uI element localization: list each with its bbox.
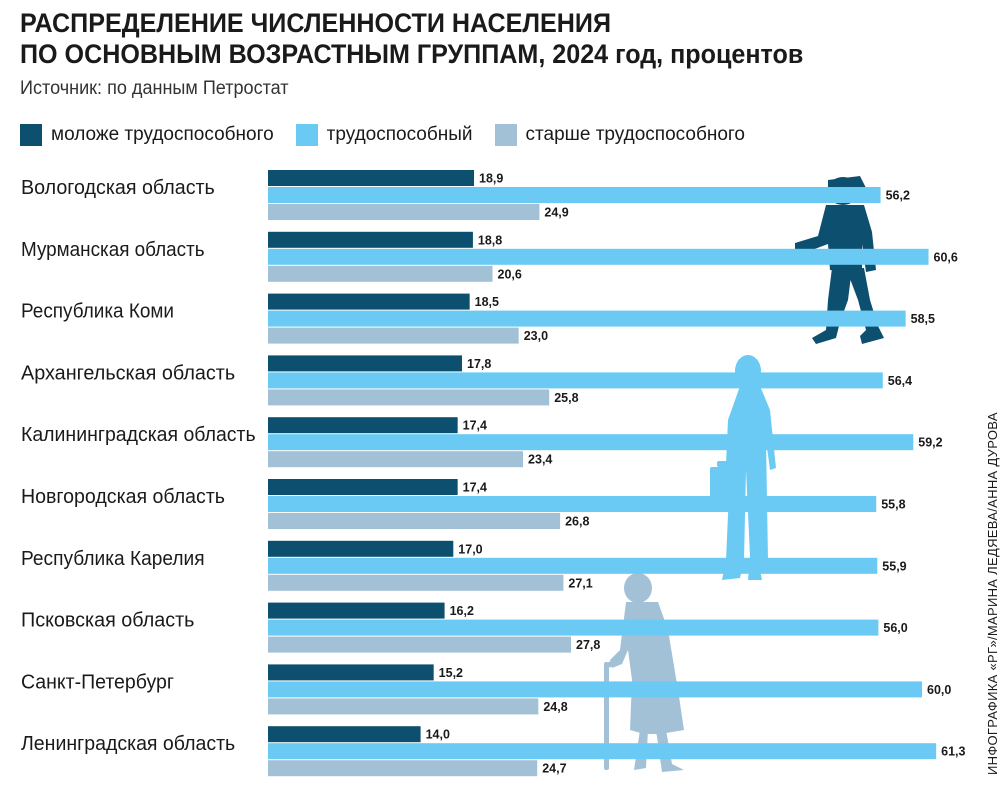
value-label-working: 56,2 [886, 189, 910, 203]
legend-label-working: трудоспособный [326, 124, 473, 145]
value-label-young: 14,0 [426, 728, 450, 742]
old-woman-silhouette [604, 573, 684, 772]
value-label-old: 26,8 [565, 515, 589, 529]
legend-item-old: старше трудоспособного [494, 124, 745, 146]
value-label-young: 17,8 [467, 357, 491, 371]
bar-old [268, 265, 493, 282]
value-label-working: 58,5 [911, 312, 935, 326]
bar-working [268, 496, 877, 512]
bar-old [268, 513, 561, 529]
bar-working [268, 681, 922, 698]
value-label-working: 55,9 [882, 559, 906, 573]
value-label-young: 15,2 [439, 666, 463, 680]
bar-young [268, 479, 458, 495]
value-label-working: 56,0 [883, 621, 907, 635]
legend-swatch-working [295, 124, 318, 146]
chart-title: РАСПРЕДЕЛЕНИЕ ЧИСЛЕННОСТИ НАСЕЛЕНИЯ ПО О… [20, 8, 857, 70]
bar-old [268, 574, 564, 591]
legend-label-young: моложе трудоспособного [51, 124, 274, 145]
category-label: Псковская область [21, 610, 194, 632]
bar-working [268, 557, 878, 574]
bar-young [268, 293, 470, 310]
bars-layer [268, 170, 937, 777]
chart-title-line2: ПО ОСНОВНЫМ ВОЗРАСТНЫМ ГРУППАМ, 2024 год… [20, 39, 804, 69]
value-label-young: 17,4 [463, 481, 487, 495]
bar-working [268, 248, 929, 265]
value-label-old: 24,7 [542, 762, 566, 776]
category-label: Республика Коми [21, 301, 174, 323]
labels-layer: Вологодская область 18,9 56,2 24,9 Мурманска… [21, 172, 966, 776]
value-label-old: 24,9 [544, 206, 568, 220]
category-label: Архангельская область [21, 362, 235, 384]
bar-working [268, 434, 914, 451]
bar-young [268, 726, 421, 743]
value-label-working: 60,0 [927, 683, 951, 697]
legend: моложе трудоспособного трудоспособный ст… [20, 120, 767, 150]
value-label-old: 23,4 [528, 453, 552, 467]
bar-working [268, 310, 906, 327]
category-label: Вологодская область [21, 177, 215, 199]
bar-old [268, 760, 538, 777]
value-label-young: 16,2 [450, 604, 474, 618]
bar-working [268, 372, 883, 389]
value-label-old: 20,6 [498, 267, 522, 281]
value-label-working: 61,3 [941, 745, 965, 759]
bar-working [268, 619, 879, 636]
bar-old [268, 451, 524, 468]
value-label-working: 55,8 [881, 498, 905, 512]
bar-young [268, 170, 475, 186]
source-note: Источник: по данным Петростат [20, 78, 289, 99]
value-label-old: 24,8 [543, 700, 567, 714]
bar-young [268, 664, 434, 681]
man-silhouette [710, 355, 776, 580]
category-label: Калининградская область [21, 424, 256, 446]
legend-item-working: трудоспособный [295, 124, 473, 146]
bar-young [268, 540, 454, 557]
value-label-young: 18,9 [479, 172, 503, 186]
value-label-young: 18,5 [475, 295, 499, 309]
legend-swatch-old [494, 124, 517, 146]
value-label-old: 25,8 [554, 391, 578, 405]
bar-young [268, 231, 473, 248]
bar-old [268, 389, 550, 406]
value-label-old: 27,8 [576, 638, 600, 652]
category-label: Ленинградская область [21, 733, 235, 755]
legend-label-old: старше трудоспособного [525, 124, 745, 145]
category-label: Республика Карелия [21, 548, 205, 570]
bar-young [268, 355, 463, 372]
chart-title-line1: РАСПРЕДЕЛЕНИЕ ЧИСЛЕННОСТИ НАСЕЛЕНИЯ [20, 8, 612, 38]
bar-old [268, 636, 572, 653]
value-label-old: 27,1 [568, 576, 592, 590]
bar-working [268, 187, 881, 203]
value-label-working: 60,6 [934, 250, 958, 264]
category-label: Санкт-Петербург [21, 671, 174, 693]
bar-old [268, 204, 540, 220]
category-label: Мурманская область [21, 239, 205, 261]
value-label-young: 17,0 [458, 542, 482, 556]
bar-working [268, 743, 937, 760]
bar-young [268, 417, 458, 434]
credit-text: ИНФОГРАФИКА «РГ»/МАРИНА ЛЕДЯЕВА/АННА ДУР… [985, 412, 1000, 775]
legend-swatch-young [20, 124, 42, 146]
value-label-working: 59,2 [918, 436, 942, 450]
bar-old [268, 327, 519, 344]
value-label-young: 18,8 [478, 233, 502, 247]
bar-old [268, 698, 539, 715]
value-label-old: 23,0 [524, 329, 548, 343]
legend-item-young: моложе трудоспособного [20, 124, 274, 146]
value-label-working: 56,4 [888, 374, 912, 388]
category-label: Новгородская область [21, 486, 225, 508]
bar-young [268, 602, 445, 619]
value-label-young: 17,4 [463, 419, 487, 433]
